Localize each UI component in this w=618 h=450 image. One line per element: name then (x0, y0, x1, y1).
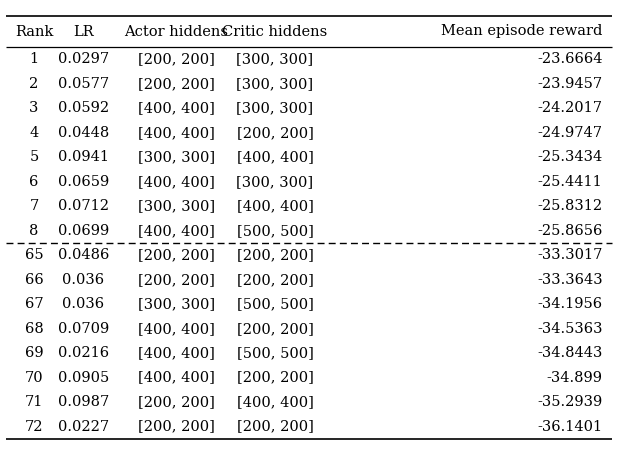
Text: [500, 500]: [500, 500] (237, 224, 313, 238)
Text: -33.3643: -33.3643 (537, 273, 603, 287)
Text: [200, 200]: [200, 200] (237, 248, 313, 262)
Text: [400, 400]: [400, 400] (138, 224, 214, 238)
Text: [400, 400]: [400, 400] (237, 199, 313, 213)
Text: -34.899: -34.899 (546, 371, 603, 385)
Text: [400, 400]: [400, 400] (138, 175, 214, 189)
Text: -34.5363: -34.5363 (537, 322, 603, 336)
Text: 71: 71 (25, 395, 43, 409)
Text: 66: 66 (25, 273, 43, 287)
Text: -34.1956: -34.1956 (538, 297, 603, 311)
Text: 0.0486: 0.0486 (57, 248, 109, 262)
Text: [400, 400]: [400, 400] (138, 346, 214, 360)
Text: [300, 300]: [300, 300] (237, 53, 313, 67)
Text: [200, 200]: [200, 200] (138, 248, 214, 262)
Text: 0.0905: 0.0905 (58, 371, 109, 385)
Text: [500, 500]: [500, 500] (237, 297, 313, 311)
Text: 70: 70 (25, 371, 43, 385)
Text: Actor hiddens: Actor hiddens (124, 24, 228, 39)
Text: [200, 200]: [200, 200] (138, 419, 214, 433)
Text: [400, 400]: [400, 400] (138, 101, 214, 115)
Text: 7: 7 (30, 199, 38, 213)
Text: 3: 3 (29, 101, 39, 115)
Text: -25.8312: -25.8312 (538, 199, 603, 213)
Text: 0.0592: 0.0592 (58, 101, 109, 115)
Text: -33.3017: -33.3017 (537, 248, 603, 262)
Text: 67: 67 (25, 297, 43, 311)
Text: -24.2017: -24.2017 (538, 101, 603, 115)
Text: 0.0699: 0.0699 (58, 224, 109, 238)
Text: 0.036: 0.036 (62, 273, 104, 287)
Text: [200, 200]: [200, 200] (138, 395, 214, 409)
Text: 1: 1 (30, 53, 38, 67)
Text: [400, 400]: [400, 400] (138, 371, 214, 385)
Text: 0.036: 0.036 (62, 297, 104, 311)
Text: 0.0448: 0.0448 (58, 126, 109, 140)
Text: [200, 200]: [200, 200] (237, 322, 313, 336)
Text: [200, 200]: [200, 200] (138, 53, 214, 67)
Text: 0.0987: 0.0987 (58, 395, 109, 409)
Text: [300, 300]: [300, 300] (138, 199, 214, 213)
Text: [200, 200]: [200, 200] (237, 126, 313, 140)
Text: 0.0297: 0.0297 (58, 53, 109, 67)
Text: -23.9457: -23.9457 (538, 77, 603, 91)
Text: 2: 2 (30, 77, 38, 91)
Text: [500, 500]: [500, 500] (237, 346, 313, 360)
Text: -25.3434: -25.3434 (537, 150, 603, 164)
Text: 69: 69 (25, 346, 43, 360)
Text: 0.0577: 0.0577 (58, 77, 109, 91)
Text: [400, 400]: [400, 400] (237, 150, 313, 164)
Text: -24.9747: -24.9747 (538, 126, 603, 140)
Text: 0.0712: 0.0712 (58, 199, 109, 213)
Text: [200, 200]: [200, 200] (237, 371, 313, 385)
Text: 65: 65 (25, 248, 43, 262)
Text: 0.0216: 0.0216 (58, 346, 109, 360)
Text: [200, 200]: [200, 200] (138, 77, 214, 91)
Text: 4: 4 (30, 126, 38, 140)
Text: -25.8656: -25.8656 (537, 224, 603, 238)
Text: 6: 6 (29, 175, 39, 189)
Text: 0.0941: 0.0941 (58, 150, 109, 164)
Text: 0.0659: 0.0659 (58, 175, 109, 189)
Text: 0.0709: 0.0709 (58, 322, 109, 336)
Text: [300, 300]: [300, 300] (237, 175, 313, 189)
Text: [200, 200]: [200, 200] (138, 273, 214, 287)
Text: [300, 300]: [300, 300] (138, 150, 214, 164)
Text: [400, 400]: [400, 400] (237, 395, 313, 409)
Text: 8: 8 (29, 224, 39, 238)
Text: [200, 200]: [200, 200] (237, 273, 313, 287)
Text: [200, 200]: [200, 200] (237, 419, 313, 433)
Text: -35.2939: -35.2939 (537, 395, 603, 409)
Text: LR: LR (73, 24, 94, 39)
Text: -36.1401: -36.1401 (538, 419, 603, 433)
Text: -23.6664: -23.6664 (537, 53, 603, 67)
Text: 68: 68 (25, 322, 43, 336)
Text: 0.0227: 0.0227 (58, 419, 109, 433)
Text: Mean episode reward: Mean episode reward (441, 24, 603, 39)
Text: [300, 300]: [300, 300] (138, 297, 214, 311)
Text: [400, 400]: [400, 400] (138, 322, 214, 336)
Text: [300, 300]: [300, 300] (237, 77, 313, 91)
Text: 72: 72 (25, 419, 43, 433)
Text: Rank: Rank (15, 24, 53, 39)
Text: [300, 300]: [300, 300] (237, 101, 313, 115)
Text: -25.4411: -25.4411 (538, 175, 603, 189)
Text: Critic hiddens: Critic hiddens (222, 24, 328, 39)
Text: 5: 5 (30, 150, 38, 164)
Text: -34.8443: -34.8443 (537, 346, 603, 360)
Text: [400, 400]: [400, 400] (138, 126, 214, 140)
